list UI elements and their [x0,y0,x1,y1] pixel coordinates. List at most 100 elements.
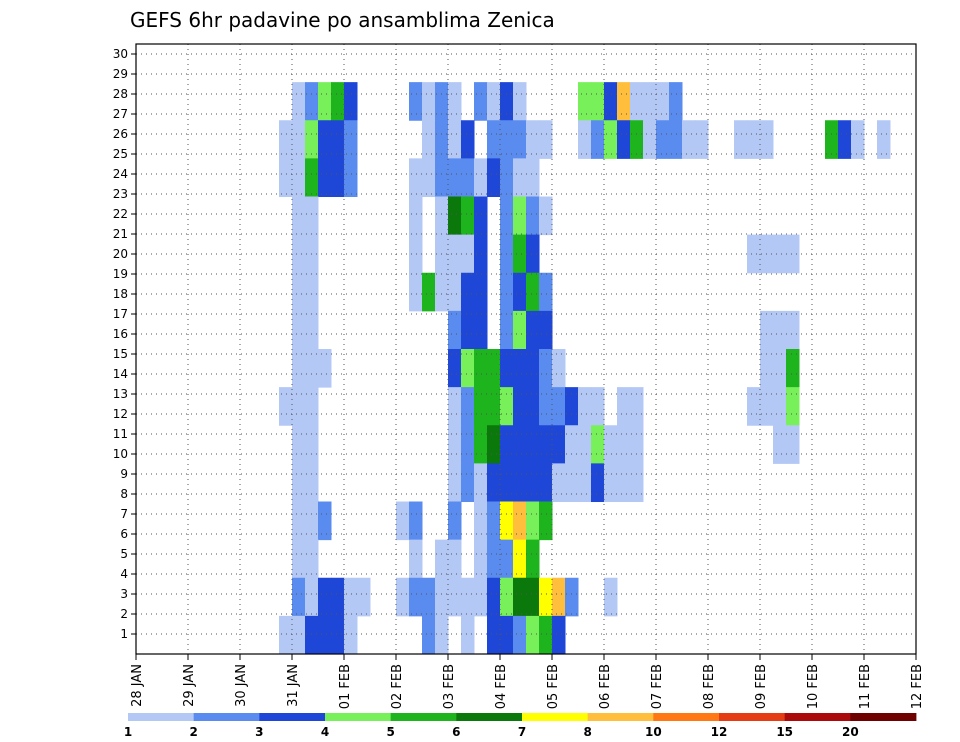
y-tick-label: 24 [113,167,128,181]
colorbar-label: 8 [583,725,591,739]
y-tick-label: 10 [113,447,128,461]
heatmap-cell [500,615,514,655]
heatmap-cell [487,501,501,541]
heatmap-cell [292,349,306,388]
heatmap-cell [565,425,579,464]
colorbar-label: 3 [255,725,263,739]
heatmap-cell [526,272,540,312]
heatmap-cell [539,425,553,464]
y-tick-label: 29 [113,67,128,81]
heatmap-cell [500,120,514,159]
heatmap-cell [305,425,319,464]
heatmap-cell [487,82,501,121]
colorbar-swatch [325,713,392,721]
y-tick-label: 28 [113,87,128,101]
heatmap-cell [461,615,475,655]
heatmap-cell [526,158,540,198]
heatmap-cell [539,501,553,541]
heatmap-cell [526,577,540,617]
heatmap-cell [461,387,475,426]
heatmap-cell [448,349,462,388]
heatmap-cell [500,539,514,579]
heatmap-cell [760,387,774,426]
heatmap-cell [500,577,514,617]
y-tick-label: 23 [113,187,128,201]
y-tick-label: 17 [113,307,128,321]
heatmap-cell [422,615,436,655]
colorbar-swatch [259,713,326,721]
heatmap-cell [760,120,774,159]
x-tick-label: 02 FEB [390,664,405,709]
heatmap-cell [305,82,319,121]
heatmap-cell [474,234,488,274]
heatmap-cell [513,539,527,579]
heatmap-cell [669,82,683,121]
heatmap-cell [513,387,527,426]
heatmap-cell [474,349,488,388]
colorbar-label: 15 [776,725,793,739]
heatmap-cell [591,387,605,426]
heatmap-cell [604,120,618,159]
heatmap-cell [539,272,553,312]
grid-lines [136,44,916,654]
heatmap-cell [344,577,358,617]
heatmap-cell [526,349,540,388]
heatmap-cell [422,82,436,121]
heatmap-cell [526,425,540,464]
x-tick-label: 08 FEB [702,664,717,709]
colorbar-legend: 1 2 3 4 5 6 7 8 10 12 15 20 [124,713,917,739]
y-tick-label: 9 [120,467,128,481]
y-tick-label: 1 [120,627,128,641]
heatmap-cell [292,272,306,312]
heatmap-cell [526,120,540,159]
x-axis: 28 JAN 29 JAN 30 JAN 31 JAN 01 FEB 02 FEB 03 F… [130,654,925,709]
colorbar-label: 10 [645,725,662,739]
heatmap-cell [487,387,501,426]
colorbar-label: 12 [711,725,728,739]
colorbar-label: 6 [452,725,460,739]
colorbar-swatch [128,713,195,721]
heatmap-cell [539,615,553,655]
heatmap-cell [422,120,436,159]
x-tick-label: 07 FEB [650,664,665,709]
heatmap-cell [305,577,319,617]
heatmap-cell [513,615,527,655]
heatmap-cell [513,463,527,503]
y-tick-label: 15 [113,347,128,361]
heatmap-cell [396,577,410,617]
x-tick-label: 06 FEB [598,664,613,709]
heatmap-cell [422,158,436,198]
heatmap-cell [539,463,553,503]
heatmap-cell [565,577,579,617]
heatmap-cell [318,615,332,655]
heatmap-cell [500,349,514,388]
heatmap-cell [643,82,657,121]
x-tick-label: 11 FEB [858,664,873,709]
heatmap-cell [526,463,540,503]
heatmap-cell [409,501,423,541]
heatmap-cell [474,158,488,198]
x-tick-label: 30 JAN [234,664,249,707]
heatmap-cell [552,349,566,388]
heatmap-cell [487,425,501,464]
heatmap-cell [747,120,761,159]
heatmap-cell [318,577,332,617]
heatmap-cell [448,120,462,159]
heatmap-cell [448,196,462,236]
y-tick-label: 4 [120,567,128,581]
heatmap-cell [305,310,319,350]
heatmap-cell [305,272,319,312]
heatmap-cell [487,577,501,617]
colorbar-swatch [522,713,589,721]
y-tick-label: 3 [120,587,128,601]
heatmap-cell [513,120,527,159]
heatmap-cell [500,387,514,426]
y-tick-label: 11 [113,427,128,441]
heatmap-cell [474,82,488,121]
heatmap-cell [643,120,657,159]
heatmap-cell [409,158,423,198]
colorbar-swatch [653,713,720,721]
heatmap-cell [474,577,488,617]
heatmap-cell [461,577,475,617]
colorbar-label: 2 [189,725,197,739]
